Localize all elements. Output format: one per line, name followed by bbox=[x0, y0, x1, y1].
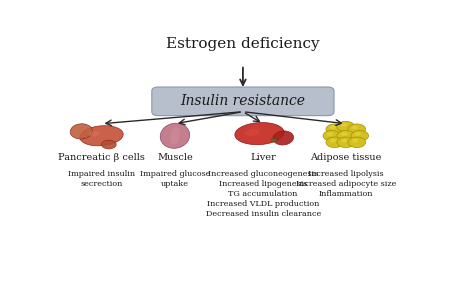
Text: Adipose tissue: Adipose tissue bbox=[310, 153, 382, 162]
Text: Increased gluconeogenesis
Increased lipogenesis
TG accumulation
Increased VLDL p: Increased gluconeogenesis Increased lipo… bbox=[206, 170, 321, 218]
Circle shape bbox=[326, 137, 344, 148]
Circle shape bbox=[326, 124, 344, 134]
Circle shape bbox=[337, 137, 355, 148]
Text: Increased lipolysis
Increased adipocyte size
Inflammation: Increased lipolysis Increased adipocyte … bbox=[296, 170, 396, 198]
Circle shape bbox=[330, 139, 336, 142]
Circle shape bbox=[355, 132, 361, 136]
Circle shape bbox=[352, 139, 358, 142]
Circle shape bbox=[327, 132, 333, 136]
Text: Estrogen deficiency: Estrogen deficiency bbox=[166, 37, 320, 51]
Ellipse shape bbox=[80, 126, 123, 146]
Ellipse shape bbox=[271, 138, 277, 142]
Ellipse shape bbox=[273, 131, 293, 145]
Text: Impaired glucose
uptake: Impaired glucose uptake bbox=[140, 170, 210, 188]
Ellipse shape bbox=[245, 129, 259, 136]
Circle shape bbox=[341, 139, 347, 142]
Circle shape bbox=[330, 126, 336, 129]
Ellipse shape bbox=[101, 140, 116, 149]
Ellipse shape bbox=[89, 131, 100, 136]
Circle shape bbox=[341, 132, 347, 136]
Circle shape bbox=[352, 126, 358, 129]
FancyBboxPatch shape bbox=[152, 87, 334, 116]
Circle shape bbox=[341, 123, 347, 127]
Ellipse shape bbox=[70, 124, 92, 139]
Circle shape bbox=[337, 131, 355, 141]
Text: Pancreatic β cells: Pancreatic β cells bbox=[58, 153, 145, 162]
Ellipse shape bbox=[170, 127, 180, 145]
Circle shape bbox=[337, 121, 355, 132]
Circle shape bbox=[348, 124, 365, 134]
Text: Muscle: Muscle bbox=[157, 153, 193, 162]
Circle shape bbox=[351, 131, 369, 141]
Circle shape bbox=[348, 137, 365, 148]
Ellipse shape bbox=[235, 122, 284, 145]
Text: Impaired insulin
secrection: Impaired insulin secrection bbox=[68, 170, 135, 188]
Text: Insulin resistance: Insulin resistance bbox=[181, 94, 305, 108]
Text: Liver: Liver bbox=[250, 153, 276, 162]
Circle shape bbox=[323, 131, 341, 141]
Ellipse shape bbox=[160, 123, 190, 148]
